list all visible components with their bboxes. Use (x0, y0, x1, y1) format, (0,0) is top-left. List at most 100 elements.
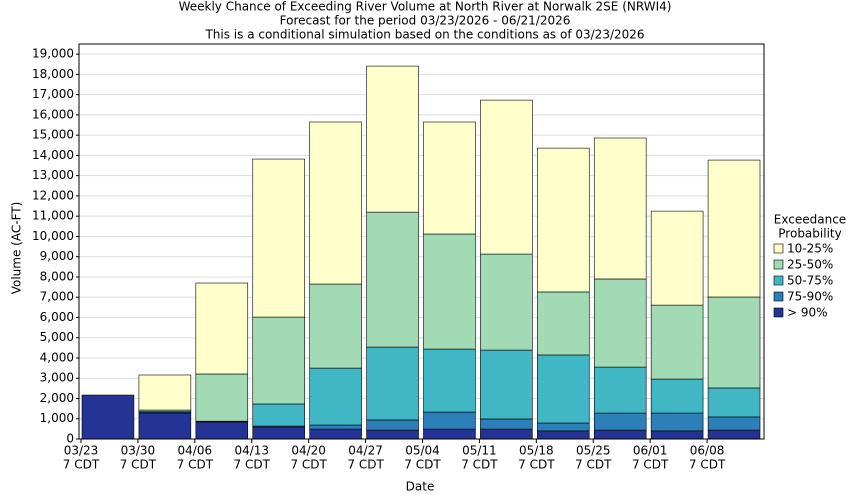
bar-segment (252, 316, 305, 405)
x-tick-sublabel: 7 CDT (290, 458, 327, 472)
bar-segment (480, 418, 533, 430)
bar-segment (707, 159, 761, 298)
bar-segment (593, 278, 647, 368)
legend-label: 25-50% (787, 258, 833, 272)
y-tick-label: 18,000 (32, 67, 74, 81)
bar-segment (537, 422, 590, 432)
y-tick-label: 0 (66, 432, 74, 446)
x-tick-sublabel: 7 CDT (575, 458, 612, 472)
bar-segment (707, 416, 761, 431)
y-tick-label: 1,000 (40, 411, 74, 425)
y-tick-label: 2,000 (40, 391, 74, 405)
bar-segment (593, 412, 647, 431)
x-tick-sublabel: 7 CDT (404, 458, 441, 472)
bar-segment (366, 65, 419, 213)
bar-segment (650, 378, 704, 414)
y-tick-label: 9,000 (40, 249, 74, 263)
bar-segment (423, 348, 476, 413)
bar-segment (252, 426, 305, 440)
legend-label: > 90% (787, 306, 828, 320)
legend-title: Exceedance (774, 213, 846, 227)
plot-area (79, 44, 764, 439)
legend-swatch (773, 275, 784, 286)
bar-segment (707, 429, 761, 440)
bar-segment (650, 210, 704, 306)
x-tick-label: 04/13 (234, 444, 269, 458)
y-tick-label: 11,000 (32, 209, 74, 223)
y-tick-label: 10,000 (32, 229, 74, 243)
y-tick-label: 8,000 (40, 269, 74, 283)
chart-note: This is a conditional simulation based o… (204, 28, 644, 42)
bar-segment (707, 296, 761, 389)
bar-segment (593, 366, 647, 414)
bar-segment (423, 428, 476, 440)
bar-segment (195, 282, 249, 375)
y-tick-label: 3,000 (40, 371, 74, 385)
x-tick-label: 06/08 (690, 444, 725, 458)
x-tick-sublabel: 7 CDT (518, 458, 555, 472)
x-tick-sublabel: 7 CDT (177, 458, 214, 472)
y-tick-label: 5,000 (40, 330, 74, 344)
bar-segment (537, 430, 590, 440)
bar-segment (537, 354, 590, 424)
bar-segment (423, 233, 476, 350)
bar-segment (195, 373, 249, 422)
bar-segment (366, 419, 419, 431)
legend-label: 10-25% (787, 242, 833, 256)
y-tick-label: 6,000 (40, 310, 74, 324)
x-tick-label: 05/11 (462, 444, 497, 458)
y-tick-label: 19,000 (32, 47, 74, 61)
bar-segment (252, 158, 305, 318)
bar-segment (309, 283, 362, 369)
bar-segment (309, 428, 362, 440)
y-tick-label: 7,000 (40, 290, 74, 304)
x-tick-label: 04/27 (348, 444, 383, 458)
bar-segment (81, 394, 135, 440)
x-tick-label: 04/20 (291, 444, 326, 458)
bar-segment (423, 121, 476, 235)
x-tick-label: 05/04 (405, 444, 440, 458)
legend-title: Probability (778, 227, 841, 241)
x-axis-label: Date (406, 480, 435, 494)
y-axis-label: Volume (AC-FT) (10, 202, 24, 295)
x-tick-label: 03/23 (64, 444, 99, 458)
y-tick-label: 14,000 (32, 148, 74, 162)
bar-segment (423, 411, 476, 430)
y-tick-label: 16,000 (32, 107, 74, 121)
y-tick-label: 12,000 (32, 188, 74, 202)
bar-segment (537, 291, 590, 356)
bar-segment (366, 211, 419, 348)
legend-swatch (773, 291, 784, 302)
y-tick-label: 4,000 (40, 350, 74, 364)
bar-segment (366, 346, 419, 421)
bar-segment (138, 374, 192, 411)
legend-label: 50-75% (787, 274, 833, 288)
bar-segment (480, 99, 533, 255)
x-tick-label: 03/30 (121, 444, 156, 458)
x-tick-sublabel: 7 CDT (461, 458, 498, 472)
bar-segment (309, 121, 362, 285)
x-tick-sublabel: 7 CDT (120, 458, 157, 472)
x-tick-sublabel: 7 CDT (63, 458, 100, 472)
legend-swatch (773, 307, 784, 318)
bar-segment (195, 421, 249, 440)
bar-segment (309, 424, 362, 430)
plot-frame (78, 43, 765, 440)
x-tick-sublabel: 7 CDT (347, 458, 384, 472)
bar-segment (252, 403, 305, 427)
x-tick-sublabel: 7 CDT (689, 458, 726, 472)
x-tick-sublabel: 7 CDT (632, 458, 669, 472)
x-tick-label: 04/06 (178, 444, 213, 458)
bar-segment (480, 428, 533, 440)
bar-segment (707, 387, 761, 418)
bar-segment (537, 147, 590, 293)
legend-label: 75-90% (787, 290, 833, 304)
legend-swatch (773, 243, 784, 254)
bar-segment (480, 253, 533, 351)
bar-segment (309, 367, 362, 426)
x-tick-label: 06/01 (633, 444, 668, 458)
y-tick-label: 13,000 (32, 168, 74, 182)
y-tick-label: 17,000 (32, 87, 74, 101)
bar-segment (480, 349, 533, 420)
